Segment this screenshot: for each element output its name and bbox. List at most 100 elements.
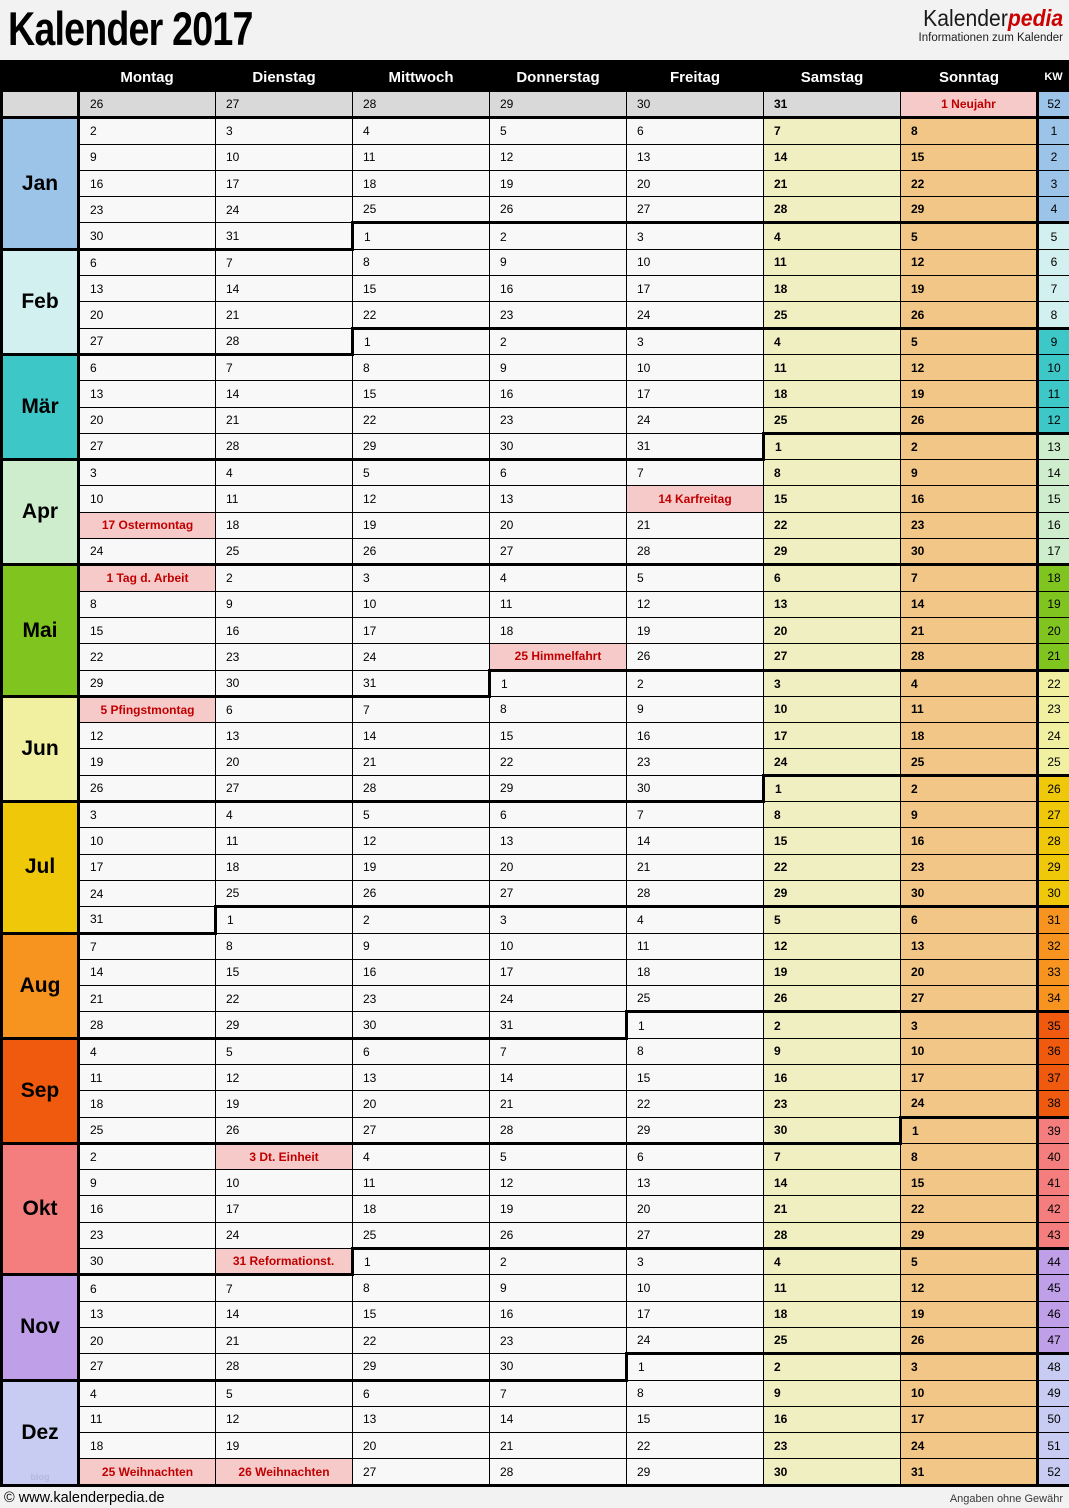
day-cell: 8 xyxy=(763,459,901,487)
day-cell: 23 xyxy=(78,1221,216,1250)
day-cell: 6 xyxy=(763,564,901,592)
day-cell: 29 xyxy=(78,669,216,698)
day-cell: 24 xyxy=(900,1090,1038,1118)
day-cell: 27 xyxy=(352,1116,490,1145)
day-cell: 25 xyxy=(763,301,901,329)
day-cell: 21 xyxy=(626,853,764,881)
day-cell: 23 xyxy=(215,643,353,671)
day-cell: 10 xyxy=(900,1037,1038,1065)
day-cell: 8 xyxy=(352,248,490,277)
day-cell: 2 xyxy=(763,1352,901,1381)
day-cell: 16 xyxy=(626,722,764,750)
day-cell: 27 xyxy=(78,1353,216,1382)
day-cell: 31 xyxy=(626,432,764,462)
day-cell: 22 xyxy=(763,853,901,881)
day-cell: 18 xyxy=(763,275,901,303)
day-cell: 13 xyxy=(489,827,627,855)
kw-cell: 22 xyxy=(1036,668,1069,697)
day-cell: 11 xyxy=(489,590,627,618)
day-cell: 23 xyxy=(489,1326,627,1355)
day-cell: 24 xyxy=(78,879,216,908)
kw-cell: 10 xyxy=(1036,353,1069,382)
day-cell: 5 xyxy=(215,1379,353,1407)
kw-header: KW xyxy=(1037,61,1069,92)
day-cell: 9 xyxy=(900,459,1038,487)
day-cell: 19 xyxy=(900,275,1038,303)
day-cell: 20 xyxy=(352,1432,490,1460)
kw-cell: 27 xyxy=(1036,801,1069,829)
day-cell: 15 xyxy=(78,616,216,645)
day-cell: 3 xyxy=(763,668,901,697)
day-cell: 9 xyxy=(78,1169,216,1197)
day-cell: 14 xyxy=(352,722,490,750)
kw-cell: 33 xyxy=(1036,958,1069,987)
month-label-sep: Sep xyxy=(1,1037,80,1145)
day-cell: 29 xyxy=(352,432,490,462)
day-cell: 30 xyxy=(352,1011,490,1040)
month-label-dez: Dez blog xyxy=(1,1379,80,1487)
day-cell: 16 xyxy=(900,485,1038,513)
day-cell: 13 xyxy=(489,485,627,513)
day-cell: 11 xyxy=(78,1063,216,1092)
kw-cell: 29 xyxy=(1036,853,1069,881)
kw-cell: 9 xyxy=(1036,326,1069,355)
kw-cell: 14 xyxy=(1036,459,1069,487)
day-cell: 15 xyxy=(352,275,490,303)
kw-cell: 35 xyxy=(1036,1010,1069,1039)
day-cell: 9 xyxy=(215,590,353,618)
day-cell: 10 xyxy=(763,695,901,724)
day-cell: 27 xyxy=(78,432,216,462)
day-cell: 19 xyxy=(78,748,216,776)
day-cell: 27 xyxy=(352,1458,490,1487)
day-cell: 11 xyxy=(763,353,901,382)
day-cell: 11 xyxy=(215,827,353,855)
day-cell: 15 xyxy=(626,1063,764,1092)
holiday-cell: 1 Tag d. Arbeit xyxy=(78,564,216,592)
day-cell: 5 xyxy=(900,326,1038,355)
day-cell: 25 xyxy=(352,1221,490,1250)
weekday-header-row: Montag Dienstag Mittwoch Donnerstag Freitag S… xyxy=(1,61,1069,92)
day-cell: 27 xyxy=(489,879,627,908)
month-label-mär: Mär xyxy=(1,353,80,462)
day-cell: 4 xyxy=(78,1379,216,1407)
day-cell: 29 xyxy=(900,1221,1038,1250)
day-cell: 23 xyxy=(900,853,1038,881)
footer: © www.kalenderpedia.de Angaben ohne Gewä… xyxy=(0,1487,1069,1506)
day-cell: 2 xyxy=(78,117,216,145)
kalenderpedia-logo[interactable]: Kalenderpedia Informationen zum Kalender xyxy=(911,6,1063,44)
day-cell: 2 xyxy=(900,773,1038,803)
day-cell: 12 xyxy=(215,1063,353,1092)
day-cell: 5 xyxy=(900,221,1038,250)
day-cell: 14 xyxy=(763,1169,901,1197)
day-cell: 4 xyxy=(215,801,353,829)
day-cell: 3 xyxy=(900,1352,1038,1381)
day-cell: 13 xyxy=(78,275,216,303)
weekday-header: Freitag xyxy=(626,61,764,92)
day-cell: 29 xyxy=(626,1116,764,1145)
day-cell: 13 xyxy=(78,1300,216,1328)
kw-cell: 38 xyxy=(1036,1090,1069,1118)
day-cell: 22 xyxy=(900,169,1038,198)
day-cell: 13 xyxy=(626,143,764,171)
day-cell: 12 xyxy=(763,932,901,960)
day-cell: 1 xyxy=(351,326,490,355)
day-cell: 20 xyxy=(78,406,216,434)
day-cell: 11 xyxy=(763,248,901,277)
day-cell: 8 xyxy=(352,1274,490,1302)
day-cell: 29 xyxy=(352,1353,490,1382)
day-cell: 16 xyxy=(215,616,353,645)
footer-site-link[interactable]: © www.kalenderpedia.de xyxy=(4,1489,165,1506)
day-cell: 2 xyxy=(763,1010,901,1039)
day-cell: 14 xyxy=(489,1405,627,1434)
day-cell: 22 xyxy=(900,1195,1038,1223)
day-cell: 14 xyxy=(626,827,764,855)
day-cell: 21 xyxy=(352,748,490,776)
day-cell: 26 xyxy=(489,196,627,224)
day-cell: 7 xyxy=(489,1037,627,1065)
day-cell: 5 xyxy=(352,801,490,829)
day-cell: 7 xyxy=(626,459,764,487)
day-cell: 30 xyxy=(763,1116,901,1145)
day-cell: 9 xyxy=(489,1274,627,1302)
day-cell: 4 xyxy=(489,564,627,592)
kw-cell: 34 xyxy=(1036,985,1069,1013)
